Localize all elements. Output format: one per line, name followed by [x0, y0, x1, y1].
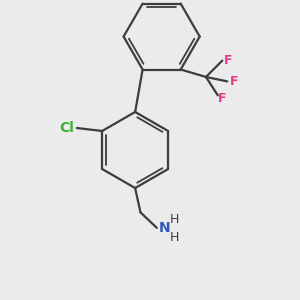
Text: H: H: [169, 231, 179, 244]
Text: F: F: [218, 92, 226, 105]
Text: F: F: [224, 54, 233, 67]
Text: N: N: [158, 221, 170, 235]
Text: Cl: Cl: [60, 121, 74, 135]
Text: F: F: [230, 75, 238, 88]
Text: H: H: [169, 213, 179, 226]
